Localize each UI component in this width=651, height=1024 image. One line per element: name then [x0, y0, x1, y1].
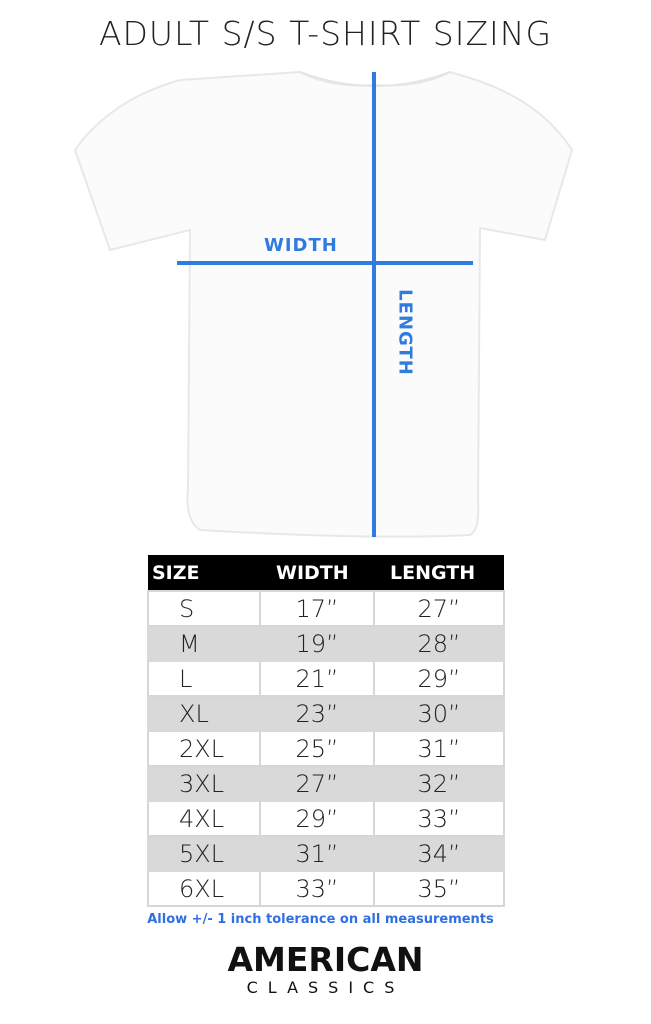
size-cell: 5XL	[147, 835, 261, 872]
width-cell: 23”	[259, 695, 375, 732]
length-cell: 29”	[372, 660, 506, 697]
size-cell: 6XL	[147, 870, 261, 907]
table-row: 2XL 25” 31”	[147, 730, 506, 767]
width-cell: 19”	[259, 625, 375, 662]
width-cell: 17”	[259, 590, 375, 627]
width-cell: 25”	[259, 730, 375, 767]
header-size: SIZE	[148, 555, 260, 591]
header-length: LENGTH	[373, 555, 504, 591]
size-cell: 4XL	[147, 800, 261, 837]
tshirt-shape	[73, 70, 574, 538]
length-cell: 27”	[372, 590, 506, 627]
length-label: LENGTH	[394, 289, 416, 376]
length-cell: 35”	[372, 870, 506, 907]
width-cell: 27”	[259, 765, 375, 802]
brand-logo-line1: AMERICAN	[227, 940, 424, 979]
table-row: M 19” 28”	[147, 625, 506, 662]
table-row: 4XL 29” 33”	[147, 800, 506, 837]
table-row: 6XL 33” 35”	[147, 870, 506, 907]
width-cell: 33”	[259, 870, 375, 907]
length-cell: 32”	[372, 765, 506, 802]
size-cell: S	[147, 590, 261, 627]
width-cell: 31”	[259, 835, 375, 872]
table-row: S 17” 27”	[147, 590, 506, 627]
size-cell: XL	[147, 695, 261, 732]
size-table: SIZE WIDTH LENGTH S 17” 27” M 19” 28” L 21” 29” X…	[147, 555, 506, 907]
table-row: 5XL 31” 34”	[147, 835, 506, 872]
length-cell: 30”	[372, 695, 506, 732]
width-cell: 29”	[259, 800, 375, 837]
length-cell: 34”	[372, 835, 506, 872]
width-cell: 21”	[259, 660, 375, 697]
brand-logo-line2: CLASSICS	[246, 978, 405, 997]
length-cell: 33”	[372, 800, 506, 837]
table-row: XL 23” 30”	[147, 695, 506, 732]
tshirt-diagram	[73, 70, 574, 538]
width-label: WIDTH	[264, 235, 338, 256]
tolerance-note: Allow +/- 1 inch tolerance on all measur…	[147, 912, 494, 927]
size-cell: 3XL	[147, 765, 261, 802]
length-cell: 28”	[372, 625, 506, 662]
table-row: L 21” 29”	[147, 660, 506, 697]
page-title: ADULT S/S T-SHIRT SIZING	[98, 14, 553, 53]
table-row: 3XL 27” 32”	[147, 765, 506, 802]
size-cell: 2XL	[147, 730, 261, 767]
size-cell: M	[147, 625, 261, 662]
length-cell: 31”	[372, 730, 506, 767]
size-cell: L	[147, 660, 261, 697]
header-width: WIDTH	[260, 555, 374, 591]
